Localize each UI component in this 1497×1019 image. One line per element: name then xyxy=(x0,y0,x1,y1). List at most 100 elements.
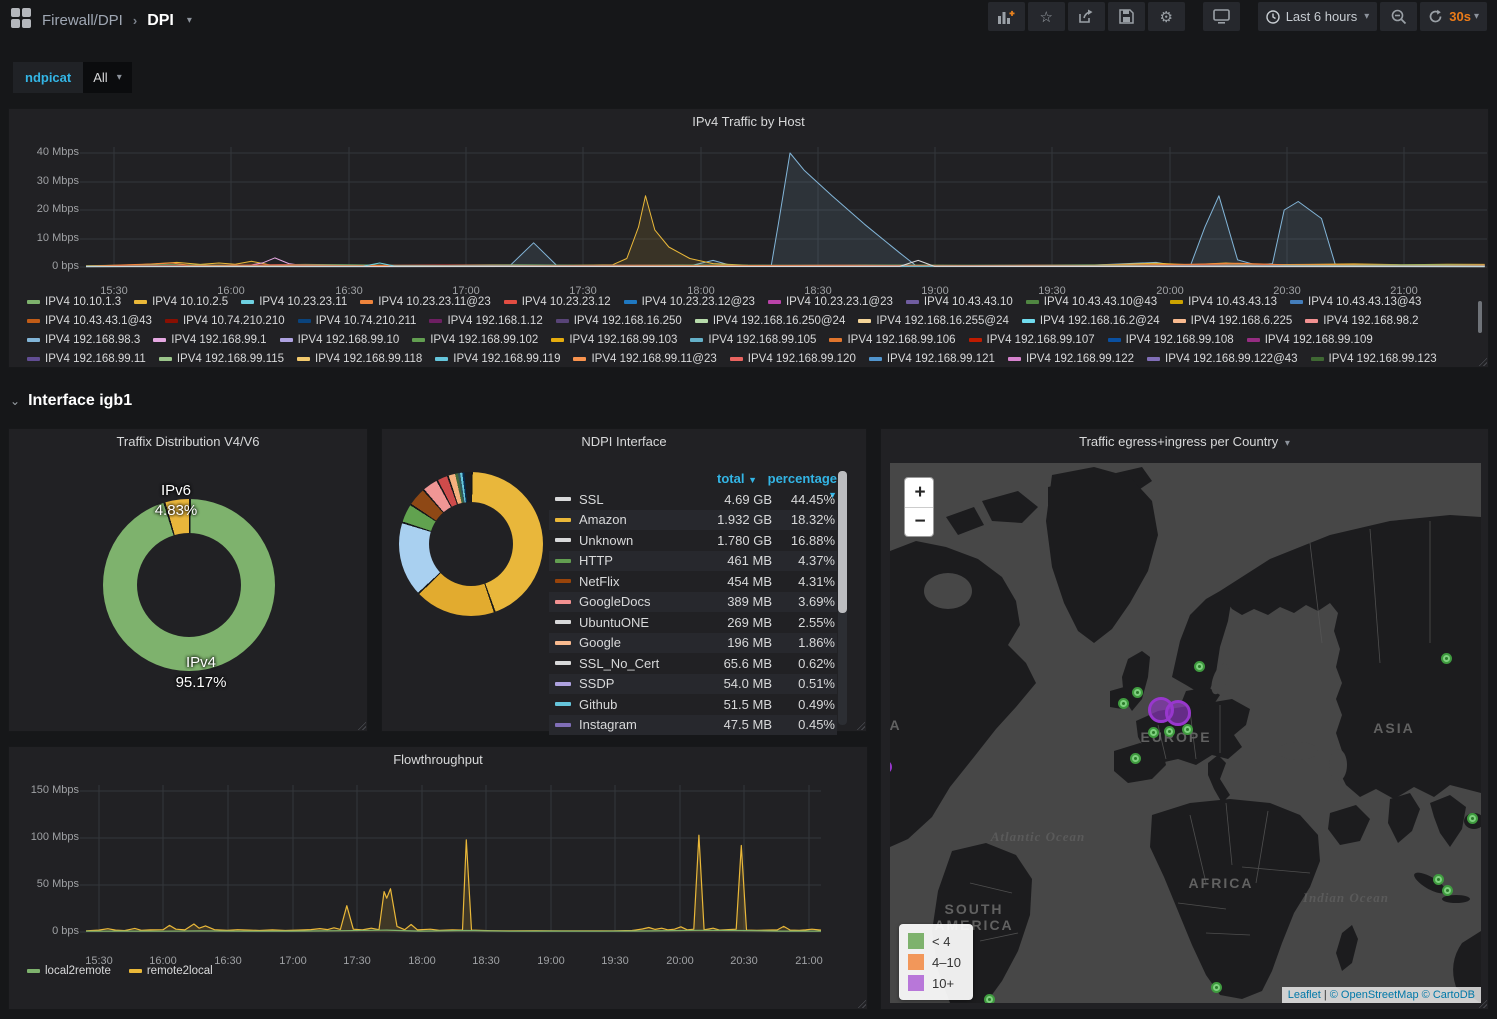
legend-item[interactable]: IPV4 10.23.23.12@23 xyxy=(623,294,755,309)
legend-scrollbar[interactable] xyxy=(1478,301,1482,333)
panel-title-ndpi[interactable]: NDPI Interface xyxy=(581,434,667,449)
table-row[interactable]: HTTP 461 MB 4.37% xyxy=(549,550,837,571)
panel-title-flow[interactable]: Flowthroughput xyxy=(393,752,483,767)
flowthroughput-chart[interactable] xyxy=(9,773,861,949)
osm-link[interactable]: © OpenStreetMap xyxy=(1329,989,1419,1001)
legend-item[interactable]: IPV4 192.168.1.12 xyxy=(429,313,543,328)
map-point-marker[interactable] xyxy=(1147,726,1159,738)
zoom-out-time-button[interactable] xyxy=(1380,2,1418,31)
legend-item[interactable]: IPV4 192.168.99.119 xyxy=(435,351,560,366)
breadcrumb-folder[interactable]: Firewall/DPI xyxy=(42,12,123,29)
world-map[interactable]: NORTH AMERICAEUROPEASIAAFRICASOUTH AMERI… xyxy=(890,463,1481,1003)
map-point-marker[interactable] xyxy=(1466,812,1478,824)
leaflet-link[interactable]: Leaflet xyxy=(1287,989,1321,1001)
legend-item[interactable]: IPV4 192.168.99.10 xyxy=(279,332,399,347)
map-point-marker[interactable] xyxy=(1193,660,1205,672)
refresh-interval-caret-icon[interactable]: ▾ xyxy=(1473,11,1479,22)
legend-item[interactable]: IPV4 10.43.43.13 xyxy=(1170,294,1277,309)
ipv4-traffic-chart[interactable] xyxy=(9,137,1490,283)
map-point-marker[interactable] xyxy=(1163,725,1175,737)
legend-item[interactable]: IPV4 192.168.99.102 xyxy=(412,332,538,347)
legend-item[interactable]: IPV4 192.168.98.2 xyxy=(1305,313,1419,328)
legend-item[interactable]: IPV4 10.43.43.13@43 xyxy=(1290,294,1421,309)
map-point-marker[interactable] xyxy=(983,993,995,1003)
legend-item[interactable]: IPV4 192.168.99.107 xyxy=(968,332,1095,347)
map-cluster-marker[interactable] xyxy=(1165,700,1191,726)
save-dashboard-button[interactable] xyxy=(1107,2,1145,31)
zoom-out-button[interactable]: − xyxy=(905,507,933,536)
map-point-marker[interactable] xyxy=(1432,873,1444,885)
refresh-interval-label[interactable]: 30s xyxy=(1449,9,1471,24)
panel-resize-handle[interactable] xyxy=(855,720,865,730)
grafana-apps-grid-icon[interactable] xyxy=(10,7,32,34)
dashboard-dropdown-caret-icon[interactable]: ▾ xyxy=(186,15,192,26)
table-row[interactable]: Instagram 47.5 MB 0.45% xyxy=(549,714,837,735)
panel-resize-handle[interactable] xyxy=(856,998,866,1008)
breadcrumb-page-title[interactable]: DPI xyxy=(147,11,174,29)
table-row[interactable]: SSL 4.69 GB 44.45% xyxy=(549,489,837,510)
legend-item[interactable]: IPV4 192.168.99.120 xyxy=(729,351,856,366)
table-row[interactable]: NetFlix 454 MB 4.31% xyxy=(549,571,837,592)
star-dashboard-button[interactable]: ☆ xyxy=(1027,2,1065,31)
legend-item[interactable]: IPV4 192.168.16.2@24 xyxy=(1021,313,1160,328)
map-point-marker[interactable] xyxy=(1210,981,1222,993)
table-row[interactable]: GoogleDocs 389 MB 3.69% xyxy=(549,591,837,612)
table-row[interactable]: Google 196 MB 1.86% xyxy=(549,632,837,653)
legend-item[interactable]: IPV4 10.10.2.5 xyxy=(134,294,228,309)
legend-item[interactable]: IPV4 192.168.99.103 xyxy=(551,332,677,347)
cartodb-link[interactable]: © CartoDB xyxy=(1421,989,1475,1001)
legend-item[interactable]: IPV4 192.168.98.3 xyxy=(27,332,140,347)
legend-item[interactable]: IPV4 10.43.43.1@43 xyxy=(27,313,152,328)
time-range-picker[interactable]: Last 6 hours ▾ xyxy=(1257,2,1378,31)
table-row[interactable]: Amazon 1.932 GB 18.32% xyxy=(549,509,837,530)
map-point-marker[interactable] xyxy=(1441,884,1453,896)
table-row[interactable]: SSL_No_Cert 65.6 MB 0.62% xyxy=(549,653,837,674)
legend-item[interactable]: IPV4 10.43.43.10 xyxy=(905,294,1013,309)
panel-title-ipv4[interactable]: IPv4 Traffic by Host xyxy=(692,114,805,129)
row-toggle-interface-igb1[interactable]: ⌄ Interface igb1 xyxy=(10,388,132,414)
legend-item[interactable]: IPV4 10.10.1.3 xyxy=(27,294,121,309)
variable-value-dropdown[interactable]: All ▾ xyxy=(83,62,132,93)
legend-item[interactable]: IPV4 192.168.16.250@24 xyxy=(694,313,845,328)
map-point-marker[interactable] xyxy=(1181,723,1193,735)
legend-item[interactable]: IPV4 10.23.23.11 xyxy=(241,294,347,309)
legend-item[interactable]: IPV4 10.23.23.11@23 xyxy=(360,294,491,309)
legend-item[interactable]: IPV4 192.168.99.123 xyxy=(1310,351,1437,366)
legend-item[interactable]: IPV4 10.74.210.210 xyxy=(164,313,285,328)
table-row[interactable]: Unknown 1.780 GB 16.88% xyxy=(549,530,837,551)
panel-resize-handle[interactable] xyxy=(356,720,366,730)
map-point-marker[interactable] xyxy=(1117,697,1129,709)
legend-item[interactable]: IPV4 192.168.99.122@43 xyxy=(1147,351,1298,366)
map-point-marker[interactable] xyxy=(1440,652,1452,664)
column-header-total[interactable]: total ▼ xyxy=(717,471,757,486)
legend-item[interactable]: IPV4 192.168.99.106 xyxy=(829,332,956,347)
table-row[interactable]: Github 51.5 MB 0.49% xyxy=(549,694,837,715)
legend-item[interactable]: IPV4 192.168.99.122 xyxy=(1007,351,1134,366)
legend-item[interactable]: IPV4 192.168.99.118 xyxy=(297,351,422,366)
legend-item[interactable]: IPV4 192.168.6.225 xyxy=(1172,313,1292,328)
column-header-percentage[interactable]: percentage ▼ xyxy=(767,471,837,500)
table-row[interactable]: UbuntuONE 269 MB 2.55% xyxy=(549,612,837,633)
table-scrollbar[interactable] xyxy=(838,471,847,725)
legend-item[interactable]: IPV4 192.168.99.108 xyxy=(1107,332,1234,347)
legend-item[interactable]: IPV4 192.168.99.115 xyxy=(158,351,284,366)
legend-item[interactable]: IPV4 10.23.23.12 xyxy=(503,294,611,309)
legend-item[interactable]: IPV4 10.74.210.211 xyxy=(297,313,416,328)
legend-item[interactable]: local2remote xyxy=(27,963,111,978)
panel-resize-handle[interactable] xyxy=(1477,998,1487,1008)
dashboard-settings-button[interactable]: ⚙ xyxy=(1147,2,1185,31)
panel-resize-handle[interactable] xyxy=(1477,356,1487,366)
legend-item[interactable]: IPV4 192.168.99.105 xyxy=(690,332,816,347)
legend-item[interactable]: IPV4 192.168.99.1 xyxy=(153,332,267,347)
legend-item[interactable]: IPV4 192.168.16.250 xyxy=(555,313,682,328)
map-point-marker[interactable] xyxy=(1129,752,1141,764)
panel-title-map[interactable]: Traffic egress+ingress per Country ▾ xyxy=(1079,434,1290,449)
panel-title-traffix[interactable]: Traffix Distribution V4/V6 xyxy=(116,434,260,449)
map-point-marker[interactable] xyxy=(1131,686,1143,698)
zoom-in-button[interactable]: + xyxy=(905,478,933,507)
legend-item[interactable]: IPV4 192.168.99.11 xyxy=(27,351,146,366)
refresh-button[interactable]: 30s ▾ xyxy=(1420,2,1487,31)
legend-item[interactable]: IPV4 192.168.99.109 xyxy=(1246,332,1373,347)
legend-item[interactable]: IPV4 192.168.16.255@24 xyxy=(858,313,1009,328)
panel-menu-caret-icon[interactable]: ▾ xyxy=(1284,438,1290,449)
